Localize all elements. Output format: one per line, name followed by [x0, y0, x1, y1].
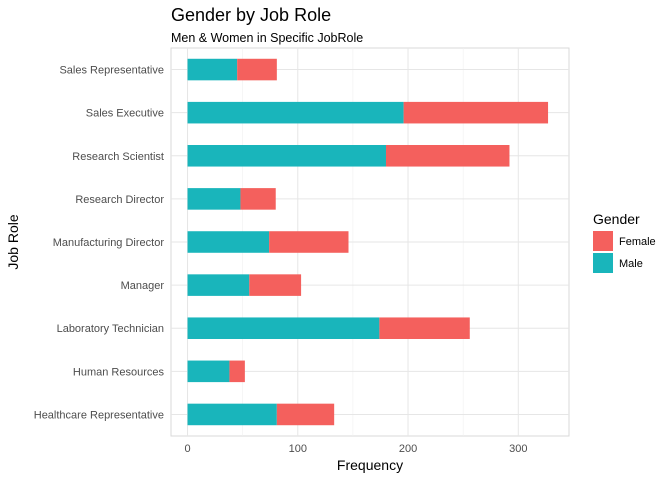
legend-label-male: Male [619, 258, 643, 270]
legend-swatch-female [593, 231, 613, 251]
bar-male [187, 317, 380, 339]
bar-female [240, 188, 276, 210]
legend: Gender Female Male [593, 211, 656, 273]
bar-male [187, 274, 250, 296]
x-tick-label: 100 [289, 443, 307, 455]
bar-female [276, 403, 335, 426]
bars [187, 58, 549, 426]
bar-female [403, 101, 549, 124]
bar-female [269, 231, 349, 253]
x-axis-title: Frequency [337, 457, 403, 473]
y-tick-label: Sales Representative [59, 65, 164, 77]
y-tick-label: Manufacturing Director [53, 237, 165, 249]
bar-female [379, 317, 470, 339]
legend-label-female: Female [619, 236, 656, 248]
bar-male [187, 58, 238, 81]
y-tick-label: Sales Executive [86, 108, 164, 120]
bar-female [385, 145, 510, 167]
x-tick-label: 300 [509, 443, 527, 455]
bar-male [187, 145, 386, 167]
bar-male [187, 231, 270, 253]
x-tick-labels: 0 100 200 300 [184, 443, 527, 455]
chart-title: Gender by Job Role [171, 5, 331, 25]
y-tick-labels: Healthcare Representative Human Resources… [34, 65, 165, 422]
x-tick-label: 200 [399, 443, 417, 455]
bar-male [187, 101, 404, 124]
bar-female [249, 274, 302, 296]
y-tick-label: Manager [121, 280, 165, 292]
bar-male [187, 188, 241, 210]
y-tick-label: Laboratory Technician [57, 323, 164, 335]
legend-title: Gender [593, 211, 640, 227]
bar-female [237, 58, 277, 81]
y-tick-label: Human Resources [73, 366, 165, 378]
y-tick-label: Healthcare Representative [34, 409, 164, 421]
bar-female [229, 360, 245, 383]
y-axis-title: Job Role [5, 214, 21, 269]
y-tick-label: Research Scientist [72, 151, 164, 163]
x-tick-label: 0 [184, 443, 190, 455]
y-tick-label: Research Director [75, 194, 164, 206]
chart-subtitle: Men & Women in Specific JobRole [171, 31, 363, 45]
legend-swatch-male [593, 253, 613, 273]
bar-male [187, 403, 277, 426]
bar-male [187, 360, 230, 383]
